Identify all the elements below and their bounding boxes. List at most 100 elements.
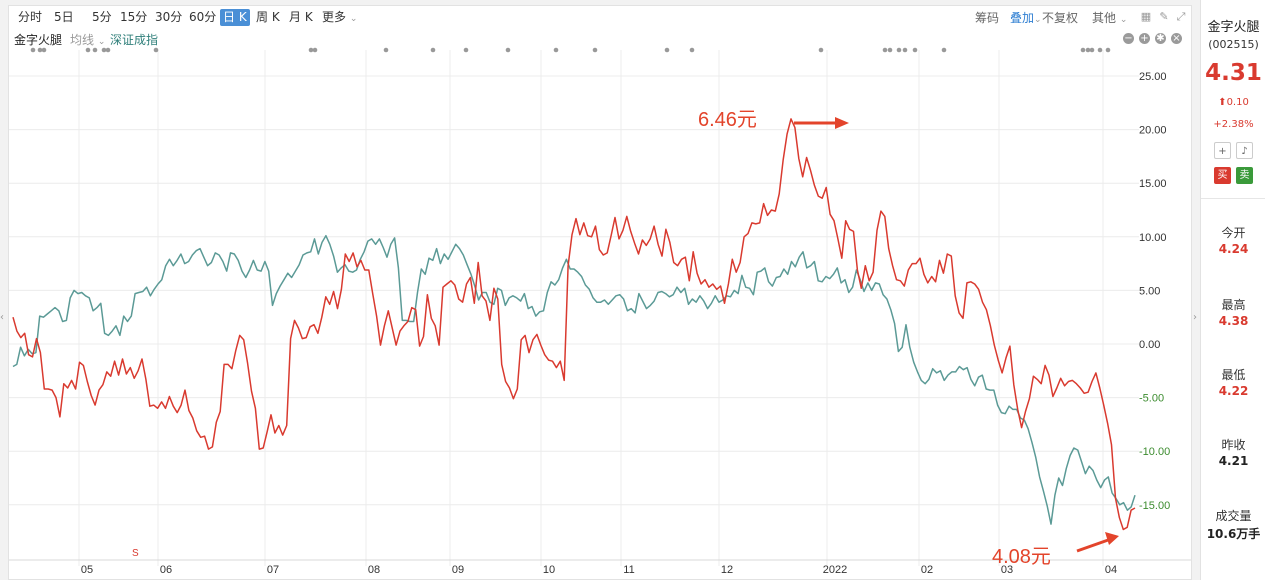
event-dot (592, 47, 598, 53)
prev-close-label: 昨收 (1221, 438, 1246, 452)
overlay-label: 叠加 (1010, 11, 1035, 25)
low-label: 最低 (1221, 368, 1246, 382)
tab-60min[interactable]: 60分 (189, 10, 217, 24)
horizontal-gridlines (9, 75, 1139, 506)
event-dot (92, 47, 98, 53)
chevron-down-icon: ⌄ (349, 14, 358, 24)
low-value: 4.22 (1218, 384, 1249, 398)
close-icon[interactable]: × (1171, 33, 1182, 44)
event-dot (383, 47, 389, 53)
ma-select[interactable]: 均线 ⌄ (70, 31, 105, 48)
event-dot (912, 47, 918, 53)
arrow-up-right-icon (1076, 532, 1119, 553)
high-value: 4.38 (1218, 314, 1249, 328)
event-dot (308, 47, 314, 53)
y-axis-labels: 25.00 20.00 15.00 10.00 5.00 0.00 -5.00 -10.00 -… (1139, 71, 1170, 512)
stock-name: 金字火腿 (1207, 20, 1260, 35)
x-tick-label: 12 (721, 564, 733, 576)
tab-5day[interactable]: 5日 (54, 10, 74, 24)
price-change-pct: +2.38% (1213, 119, 1254, 130)
tab-more[interactable]: 更多 ⌄ (319, 9, 360, 26)
x-tick-label: 09 (452, 564, 464, 576)
y-tick-label: 15.00 (1139, 178, 1167, 190)
sell-button[interactable]: 卖 (1236, 167, 1253, 184)
event-dot (1105, 47, 1111, 53)
x-tick-label: 04 (1105, 564, 1117, 576)
prev-close-value: 4.21 (1218, 454, 1249, 468)
x-tick-label: 2022 (823, 564, 847, 576)
y-tick-label: 25.00 (1139, 71, 1167, 83)
event-dot (153, 47, 159, 53)
arrow-up-icon: ⬆ (1218, 97, 1227, 108)
event-dot (664, 47, 670, 53)
tab-timeshare[interactable]: 分时 (18, 10, 43, 24)
current-price: 4.31 (1205, 60, 1262, 86)
x-tick-label: 03 (1001, 564, 1013, 576)
indicator-bar: 金字火腿 均线 ⌄ 深证成指 (9, 30, 1191, 48)
event-dot (1089, 47, 1095, 53)
plus-icon[interactable]: + (1139, 33, 1150, 44)
index-series-line (12, 234, 1136, 525)
y-tick-label: -10.00 (1139, 446, 1170, 458)
overlay-button[interactable]: 叠加⌄ (1010, 9, 1042, 26)
open-label: 今开 (1221, 226, 1246, 240)
index-legend: 深证成指 (110, 33, 159, 47)
chip-button[interactable]: 筹码 (975, 11, 1000, 25)
settings-icon[interactable]: ✱ (1155, 33, 1166, 44)
bell-icon[interactable]: ♪ (1236, 142, 1253, 159)
event-dot (941, 47, 947, 53)
event-dot (430, 47, 436, 53)
x-axis-labels: 05 06 07 08 09 10 11 12 2022 02 03 04 (81, 564, 1117, 576)
low-annotation: 4.08元 (992, 546, 1051, 568)
stock-series-line (12, 118, 1136, 531)
event-dot (818, 47, 824, 53)
event-dot (1097, 47, 1103, 53)
x-tick-label: 11 (623, 564, 634, 576)
y-tick-label: -5.00 (1139, 393, 1164, 405)
event-dot (41, 47, 47, 53)
y-tick-label: 0.00 (1139, 339, 1160, 351)
minus-icon[interactable]: − (1123, 33, 1134, 44)
event-dot (105, 47, 111, 53)
price-change-value: 0.10 (1226, 97, 1249, 108)
stock-code: (002515) (1208, 38, 1259, 51)
tab-15min[interactable]: 15分 (120, 10, 148, 24)
y-tick-label: -15.00 (1139, 500, 1170, 512)
vertical-gridlines (78, 50, 1104, 566)
draw-pen-icon[interactable]: ✎ (1159, 10, 1169, 23)
tab-monthly-k[interactable]: 月 K (289, 10, 313, 24)
chevron-down-icon: ⌄ (1119, 15, 1128, 25)
adjust-select[interactable]: 不复权 (1042, 11, 1079, 25)
tab-weekly-k[interactable]: 周 K (256, 10, 280, 24)
other-select[interactable]: 其他 ⌄ (1092, 9, 1127, 26)
ma-label: 均线 (70, 33, 95, 47)
event-dot (101, 47, 107, 53)
chevron-down-icon: ⌄ (1034, 15, 1042, 25)
buy-button[interactable]: 买 (1214, 167, 1231, 184)
left-collapse-icon[interactable]: ‹ (0, 312, 4, 323)
sell-marker: S (132, 548, 139, 559)
tab-daily-k[interactable]: 日 K (220, 9, 250, 26)
right-collapse-icon[interactable]: › (1193, 312, 1197, 323)
price-change: ⬆0.10 (1201, 97, 1265, 108)
quote-sidebar: 金字火腿 (002515) 4.31 ⬆0.10 +2.38% + ♪ 买 卖 … (1200, 0, 1265, 580)
tab-5min[interactable]: 5分 (92, 10, 112, 24)
fullscreen-icon[interactable]: ⤢ (1176, 10, 1186, 23)
y-tick-label: 5.00 (1139, 285, 1160, 297)
volume-value: 10.6万手 (1206, 527, 1261, 541)
grid-icon[interactable]: ▦ (1140, 10, 1152, 23)
tab-more-label: 更多 (322, 10, 347, 24)
chart-panel: 分时 5日 5分 15分 30分 60分 日 K 周 K 月 K 更多 ⌄ 筹码… (8, 5, 1192, 580)
other-label: 其他 (1092, 11, 1117, 25)
tab-30min[interactable]: 30分 (155, 10, 183, 24)
event-dot (553, 47, 559, 53)
divider (1201, 198, 1265, 199)
x-tick-label: 05 (81, 564, 93, 576)
x-tick-label: 02 (921, 564, 933, 576)
event-dot (312, 47, 318, 53)
series-lines (12, 118, 1136, 531)
arrow-right-icon (794, 117, 849, 129)
event-dot (30, 47, 36, 53)
add-watchlist-button[interactable]: + (1214, 142, 1231, 159)
event-dot (37, 47, 43, 53)
